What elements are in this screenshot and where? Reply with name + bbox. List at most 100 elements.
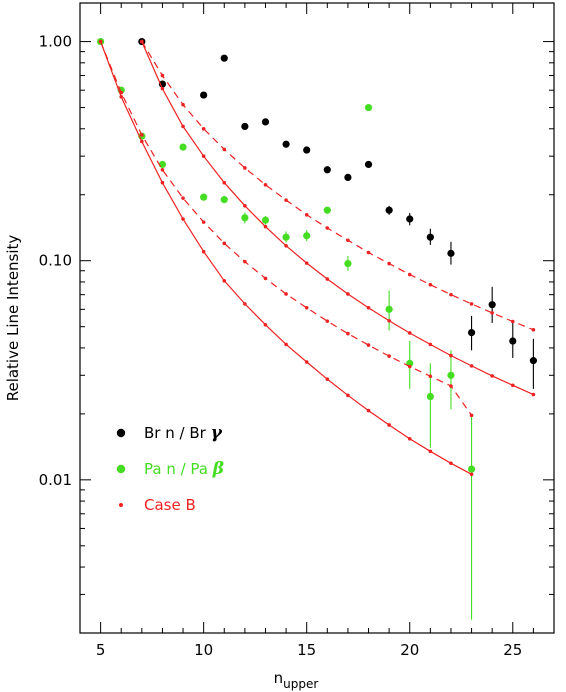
data-point [428, 342, 433, 347]
data-point [200, 91, 208, 99]
data-point [181, 102, 185, 107]
data-point [140, 133, 144, 137]
data-point [426, 233, 434, 241]
series-caseb-br-dashed [140, 39, 536, 332]
legend: Br n / Br γ Pa n / Pa β Case B [116, 423, 224, 514]
data-point [284, 292, 288, 296]
axis-ticks: 5 10 15 20 25 0.01 0.10 1.00 [39, 3, 555, 659]
data-point [160, 180, 165, 185]
legend-marker-br [116, 428, 126, 438]
data-point [200, 193, 208, 201]
series-br-ratio [138, 37, 537, 389]
data-point [241, 214, 249, 222]
series-pa-ratio [97, 37, 476, 620]
data-point [366, 408, 371, 413]
data-point [407, 364, 412, 369]
series-line [100, 41, 472, 475]
data-point [160, 167, 165, 172]
data-point [220, 54, 228, 62]
series-caseb-pa-dashed [98, 39, 474, 418]
legend-marker-pa [116, 464, 126, 474]
series-caseb-pa [98, 39, 474, 477]
data-point [407, 331, 412, 335]
data-point [243, 204, 247, 208]
data-point [344, 260, 352, 268]
data-point [510, 383, 515, 388]
data-point [387, 318, 391, 323]
data-point [490, 311, 494, 315]
data-point [488, 301, 496, 309]
data-point [222, 180, 227, 185]
data-point [181, 124, 185, 129]
data-point [140, 139, 144, 144]
x-tick-label: 10 [194, 641, 213, 659]
legend-marker-caseb [119, 503, 123, 507]
plot-frame [79, 2, 555, 634]
data-point [449, 461, 453, 466]
data-point [325, 226, 330, 230]
data-point [282, 140, 290, 148]
data-point [407, 272, 412, 277]
data-point [469, 364, 474, 368]
legend-label-pa: Pa n / Pa β [144, 459, 224, 479]
y-tick-label: 0.01 [39, 471, 72, 489]
data-point [119, 94, 124, 99]
data-point [284, 243, 288, 248]
data-point [469, 302, 474, 306]
data-point [140, 39, 144, 44]
data-point [323, 206, 331, 214]
legend-label-pa-greek: β [212, 459, 224, 479]
data-point [366, 305, 371, 310]
data-point [201, 154, 206, 158]
data-point [303, 146, 311, 154]
x-tick-label: 15 [297, 641, 316, 659]
data-point [179, 143, 187, 151]
data-point [304, 213, 309, 217]
data-point [303, 232, 311, 240]
data-point [201, 126, 206, 131]
legend-label-br-greek: γ [211, 423, 223, 443]
data-point [469, 413, 474, 418]
data-point [261, 216, 270, 224]
data-point [428, 282, 433, 287]
data-point [346, 292, 350, 296]
x-tick-label: 5 [96, 641, 106, 659]
data-point [119, 90, 124, 95]
data-point [510, 319, 515, 324]
data-point [387, 354, 391, 358]
data-point [282, 233, 290, 241]
data-point [201, 249, 206, 254]
data-point [220, 196, 228, 204]
data-point [222, 147, 227, 152]
data-point [325, 319, 330, 323]
data-point [346, 238, 350, 243]
data-point [449, 384, 453, 388]
data-point [366, 250, 371, 255]
data-point [243, 166, 247, 170]
data-point [304, 305, 309, 310]
data-point [385, 206, 393, 214]
data-point [98, 39, 103, 44]
data-point [304, 360, 309, 364]
data-point [509, 337, 517, 345]
data-point [304, 261, 309, 265]
data-point [284, 342, 288, 347]
y-tick-label: 0.10 [39, 252, 72, 270]
y-tick-label: 1.00 [39, 33, 72, 51]
data-point [428, 449, 433, 454]
data-point [261, 118, 270, 126]
legend-label-pa-text: Pa n / Pa [144, 460, 213, 478]
data-point [181, 196, 185, 200]
data-point [490, 374, 494, 378]
data-point [243, 259, 247, 264]
x-tick-label: 20 [400, 641, 419, 659]
data-point [263, 224, 268, 229]
data-point [407, 436, 412, 441]
data-point [263, 183, 268, 187]
data-point [222, 241, 227, 246]
x-axis-title-subscript: upper [283, 677, 318, 691]
data-point [181, 217, 185, 221]
y-axis-title: Relative Line Intensity [4, 235, 22, 402]
data-point [387, 261, 391, 266]
